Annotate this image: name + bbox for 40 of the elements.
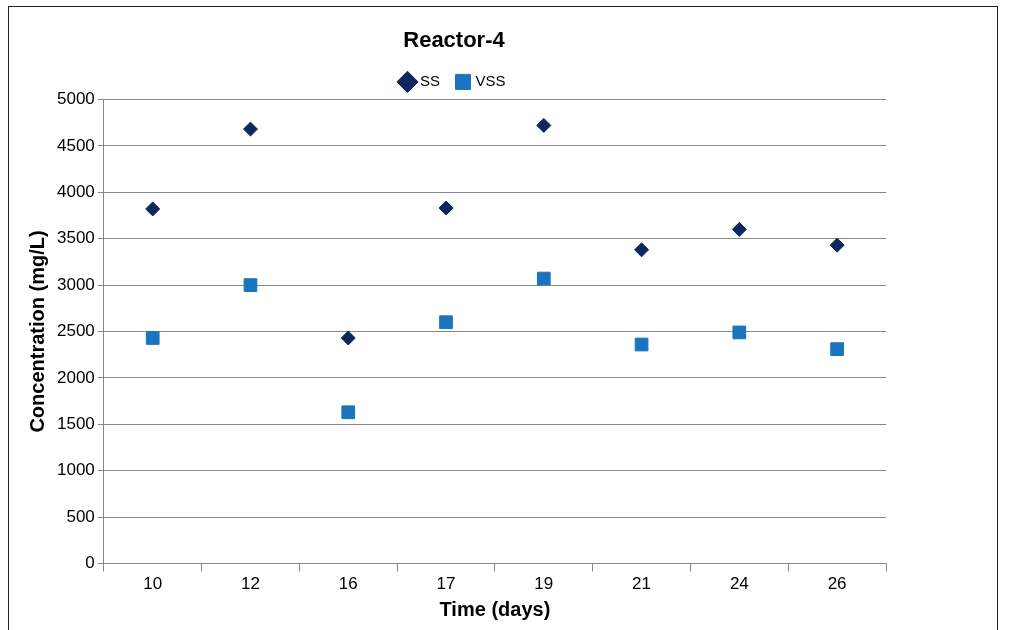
- point: [634, 337, 649, 352]
- legend-label: SS: [419, 72, 440, 90]
- y-tick-label: 2000: [56, 367, 95, 387]
- x-tick-label: 24: [729, 574, 749, 594]
- point: [340, 330, 356, 346]
- point: [536, 117, 552, 133]
- y-axis-title: Concentration (mg/L): [25, 230, 48, 433]
- point: [341, 405, 356, 420]
- point: [438, 200, 454, 216]
- x-tick-label: 21: [632, 574, 652, 594]
- y-tick-label: 500: [66, 506, 95, 526]
- y-tick-label: 2500: [56, 321, 95, 341]
- x-axis-title: Time (days): [439, 597, 551, 620]
- x-tick-label: 12: [241, 574, 260, 594]
- point: [145, 201, 161, 217]
- y-tick-label: 3500: [56, 228, 95, 248]
- point: [536, 271, 551, 286]
- y-tick-label: 4000: [56, 181, 95, 201]
- x-tick-label: 19: [534, 574, 554, 594]
- x-tick-label: 10: [143, 574, 163, 594]
- y-tick-label: 0: [85, 553, 95, 573]
- point: [242, 121, 258, 137]
- x-tick-label: 17: [436, 574, 456, 594]
- point: [829, 237, 845, 253]
- point: [439, 315, 453, 330]
- y-tick-label: 5000: [56, 89, 95, 109]
- point: [731, 221, 747, 237]
- point: [634, 242, 650, 258]
- chart-title: Reactor-4: [403, 27, 506, 53]
- y-tick-label: 1500: [56, 414, 95, 434]
- legend-label: VSS: [475, 72, 506, 90]
- y-tick-label: 4500: [56, 135, 95, 155]
- point: [830, 342, 844, 356]
- point: [732, 325, 747, 340]
- y-tick-label: 1000: [56, 460, 95, 480]
- x-tick-label: 26: [827, 574, 847, 594]
- point: [243, 278, 258, 292]
- x-tick-label: 16: [338, 574, 358, 594]
- point: [145, 331, 160, 345]
- y-tick-label: 3000: [56, 274, 95, 294]
